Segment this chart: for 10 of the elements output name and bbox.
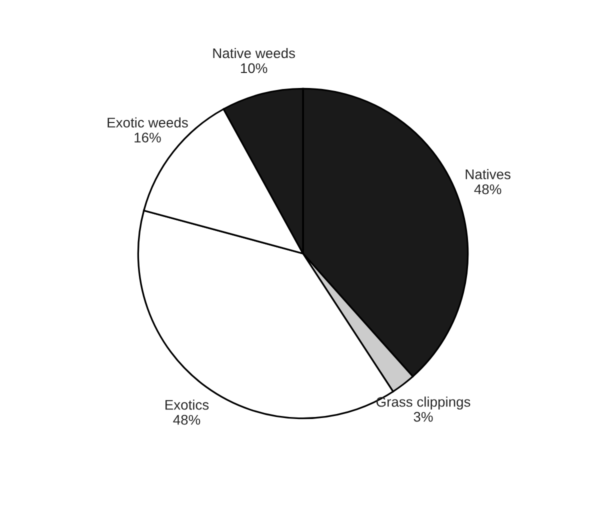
slice-label: Exotics bbox=[165, 400, 209, 410]
data-label: 48% bbox=[173, 414, 200, 425]
slice-label: Natives bbox=[466, 169, 510, 180]
slice-label: Exotic weeds bbox=[108, 117, 188, 128]
data-label: 3% bbox=[414, 412, 433, 422]
data-label: 10% bbox=[240, 63, 268, 74]
data-label: 48% bbox=[474, 184, 502, 194]
slice-label: Native weeds bbox=[213, 48, 295, 58]
slice-label: Grass clippings bbox=[376, 396, 470, 410]
data-label: 16% bbox=[134, 132, 161, 142]
